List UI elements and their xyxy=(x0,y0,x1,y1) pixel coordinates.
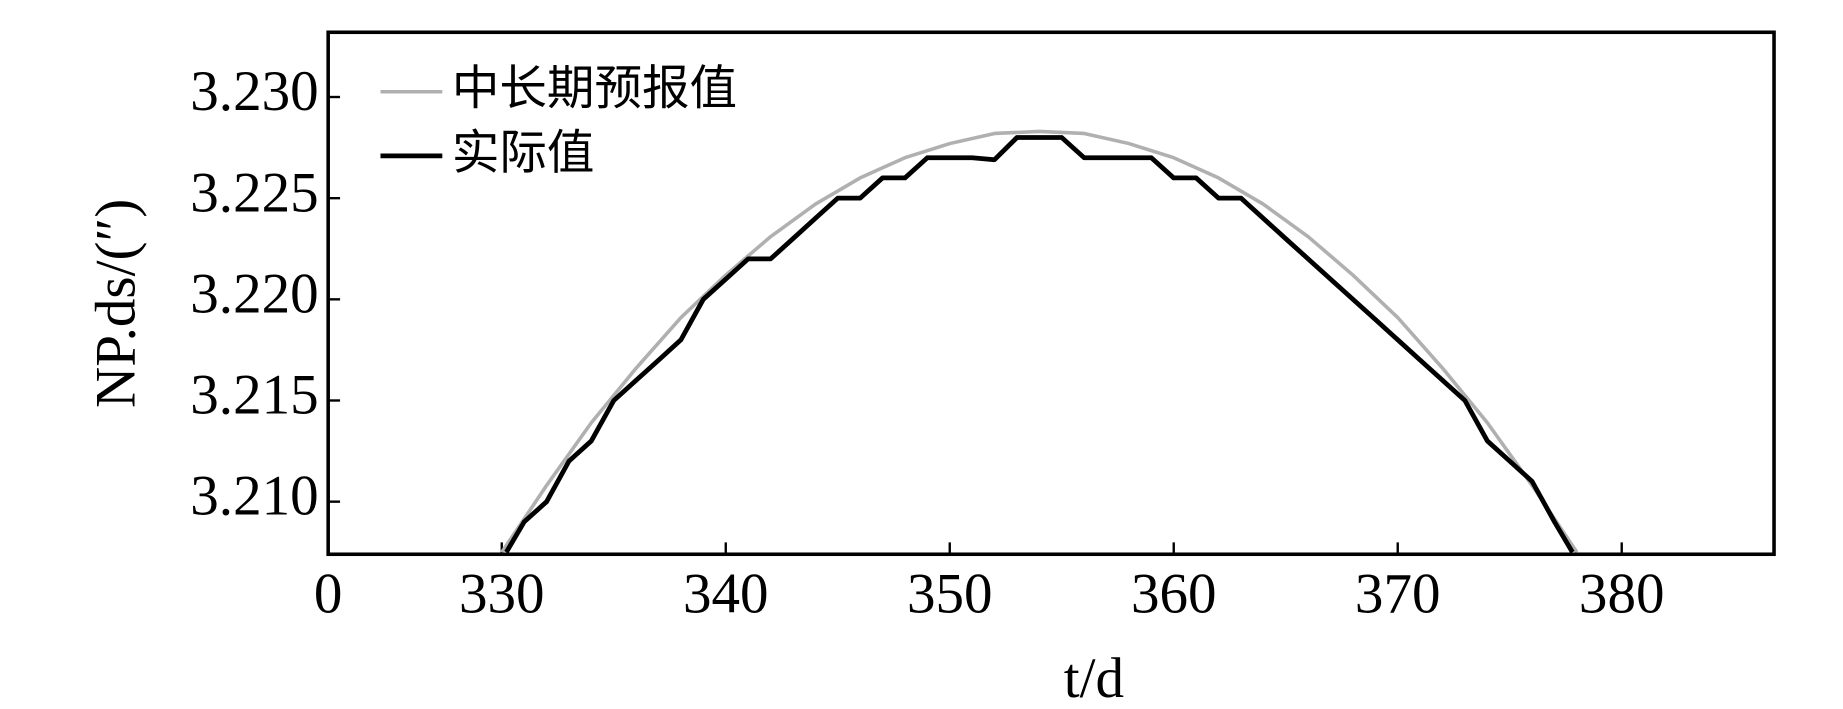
plot-frame xyxy=(326,30,1776,557)
legend-label: 实际值 xyxy=(452,126,595,181)
x-tick-label: 380 xyxy=(1579,563,1665,626)
series-line xyxy=(504,135,1575,554)
x-tick-label: 330 xyxy=(459,563,545,626)
legend-label: 中长期预报值 xyxy=(452,62,737,117)
series-line xyxy=(500,129,1579,554)
x-tick-label: 350 xyxy=(907,563,993,626)
x-axis-label: t/d xyxy=(1064,647,1124,709)
y-tick-label: 3.210 xyxy=(190,465,318,528)
y-tick-label: 3.215 xyxy=(190,364,318,427)
x-tick-label: 0 xyxy=(314,563,343,626)
y-axis-label: NP.ds/(″) xyxy=(84,199,147,408)
y-tick-label: 3.225 xyxy=(190,161,318,224)
x-tick-label: 360 xyxy=(1131,563,1217,626)
y-tick-label: 3.220 xyxy=(190,262,318,325)
y-tick-label: 3.230 xyxy=(190,60,318,123)
x-tick-label: 340 xyxy=(683,563,769,626)
x-tick-label: 370 xyxy=(1355,563,1441,626)
plot-area xyxy=(500,129,1579,554)
